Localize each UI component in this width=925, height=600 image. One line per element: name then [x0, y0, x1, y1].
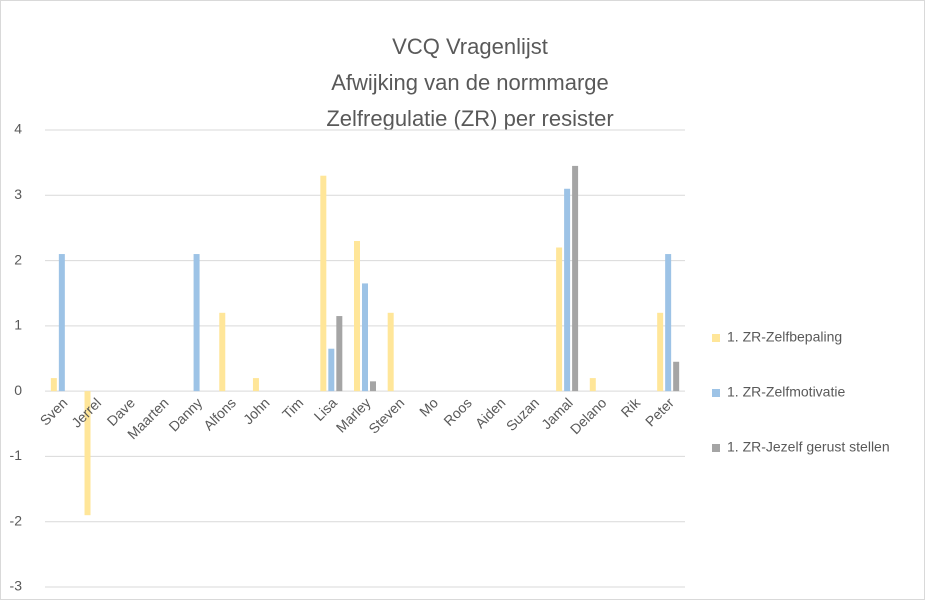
- chart-title: Zelfregulatie (ZR) per resister: [326, 106, 613, 131]
- legend-label: 1. ZR-Jezelf gerust stellen: [727, 439, 890, 455]
- bar: [252, 378, 259, 392]
- bar: [84, 391, 91, 516]
- bar: [657, 312, 664, 392]
- legend-swatch: [712, 334, 720, 342]
- bar: [572, 165, 579, 392]
- bar: [387, 312, 394, 392]
- y-tick-label: -1: [10, 447, 23, 463]
- bar: [564, 188, 571, 392]
- bar: [370, 381, 376, 392]
- bar: [354, 240, 360, 392]
- bar: [219, 312, 226, 392]
- bar: [336, 316, 343, 392]
- legend-label: 1. ZR-Zelfmotivatie: [727, 384, 845, 400]
- y-tick-label: 1: [14, 317, 22, 333]
- y-tick-label: 4: [14, 121, 22, 137]
- bar: [362, 283, 368, 392]
- bar: [673, 361, 680, 392]
- legend-swatch: [712, 389, 720, 397]
- y-tick-label: 0: [14, 382, 22, 398]
- bar: [556, 247, 563, 392]
- bar: [328, 348, 335, 392]
- bar: [50, 378, 57, 392]
- bar: [193, 254, 200, 392]
- y-tick-label: 3: [14, 186, 22, 202]
- y-tick-label: 2: [14, 251, 22, 267]
- legend-label: 1. ZR-Zelfbepaling: [727, 329, 842, 345]
- y-tick-label: -3: [10, 578, 23, 594]
- bar: [665, 254, 672, 392]
- bar: [589, 378, 596, 392]
- bar: [320, 175, 327, 392]
- bar: [58, 254, 65, 392]
- legend-swatch: [712, 444, 720, 452]
- chart-title: Afwijking van de normmarge: [331, 70, 609, 95]
- y-tick-label: -2: [10, 512, 23, 528]
- chart-title: VCQ Vragenlijst: [392, 34, 548, 59]
